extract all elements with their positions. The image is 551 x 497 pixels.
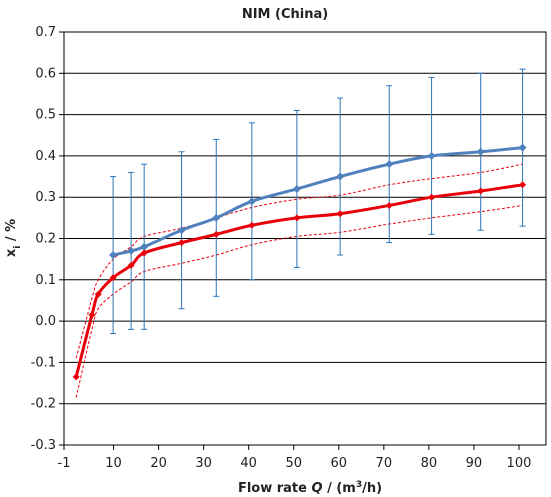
blue-data-point: [247, 197, 256, 206]
red-data-point: [140, 249, 148, 257]
blue-data-point: [336, 172, 345, 181]
x-axis-title-part-3: / (m: [323, 481, 356, 496]
y-tick-label: 0.2: [35, 232, 56, 247]
y-tick-label: 0.5: [35, 108, 56, 123]
y-axis-title-unit: / %: [4, 219, 19, 246]
x-axis-title-symbol: Q: [311, 481, 322, 496]
red-data-point: [212, 230, 220, 238]
red-series-line: [74, 183, 523, 378]
blue-data-point: [385, 160, 394, 169]
blue-data-point: [127, 246, 136, 255]
y-axis-title-subscript: i: [13, 246, 23, 249]
x-tick-label: 70: [376, 456, 393, 471]
x-tick-label: 50: [285, 456, 302, 471]
red-data-point: [477, 187, 485, 195]
y-axis-title-symbol: x: [4, 248, 19, 257]
y-axis-title: xi / %: [4, 219, 23, 257]
y-tick-label: 0.3: [35, 190, 56, 205]
x-axis-title-part-5: /h): [362, 481, 382, 496]
red-data-point: [519, 181, 527, 189]
x-tick-label: 30: [195, 456, 212, 471]
x-tick-label: 20: [150, 456, 167, 471]
blue-data-point: [177, 226, 186, 235]
red-data-point: [94, 290, 102, 298]
red-data-point: [428, 193, 436, 201]
red-data-point: [385, 201, 393, 209]
red-series: [72, 181, 527, 381]
red-data-point: [293, 214, 301, 222]
x-tick-label: 10: [105, 456, 122, 471]
blue-data-point: [427, 151, 436, 160]
red-lower-bound-line: [75, 204, 523, 398]
y-tick-labels: -0.3 -0.2 -0.1 0.0 0.1 0.2 0.3 0.4 0.5 0.6 0.7: [31, 25, 64, 453]
y-tick-label: 0.6: [35, 66, 56, 81]
x-tick-labels: -1 10 20 30 40 50 60 70 80 90 100: [58, 445, 532, 471]
blue-error-bars: [110, 68, 526, 334]
blue-data-point: [518, 143, 527, 152]
y-tick-label: 0.7: [35, 25, 56, 40]
x-axis-title: Flow rate Q / (m3/h): [238, 480, 382, 496]
y-tick-label: -0.3: [31, 438, 56, 453]
blue-series: [109, 143, 527, 260]
red-data-point: [88, 311, 96, 319]
y-tick-label: 0.1: [35, 273, 56, 288]
red-data-point: [109, 274, 117, 282]
red-data-point: [72, 373, 80, 381]
x-tick-label: 90: [466, 456, 483, 471]
y-tick-label: -0.2: [31, 397, 56, 412]
chart-title: NIM (China): [242, 7, 328, 22]
red-data-point: [336, 210, 344, 218]
red-data-point: [248, 221, 256, 229]
x-tick-label: 40: [240, 456, 257, 471]
x-tick-label: -1: [58, 456, 71, 471]
red-data-point: [127, 261, 135, 269]
red-data-point: [178, 239, 186, 247]
blue-data-point: [109, 251, 118, 260]
y-tick-label: 0.4: [35, 149, 56, 164]
blue-data-point: [476, 147, 485, 156]
blue-data-point: [212, 213, 221, 222]
x-axis-title-exponent: 3: [356, 480, 362, 490]
grid-lines: [64, 31, 546, 446]
y-tick-label: -0.1: [31, 355, 56, 370]
x-tick-label: 60: [331, 456, 348, 471]
x-axis-title-part-1: Flow rate: [238, 481, 312, 496]
blue-data-point: [292, 184, 301, 193]
blue-data-point: [140, 242, 149, 251]
x-tick-label: 100: [507, 456, 532, 471]
y-tick-label: 0.0: [35, 314, 56, 329]
x-tick-label: 80: [421, 456, 438, 471]
